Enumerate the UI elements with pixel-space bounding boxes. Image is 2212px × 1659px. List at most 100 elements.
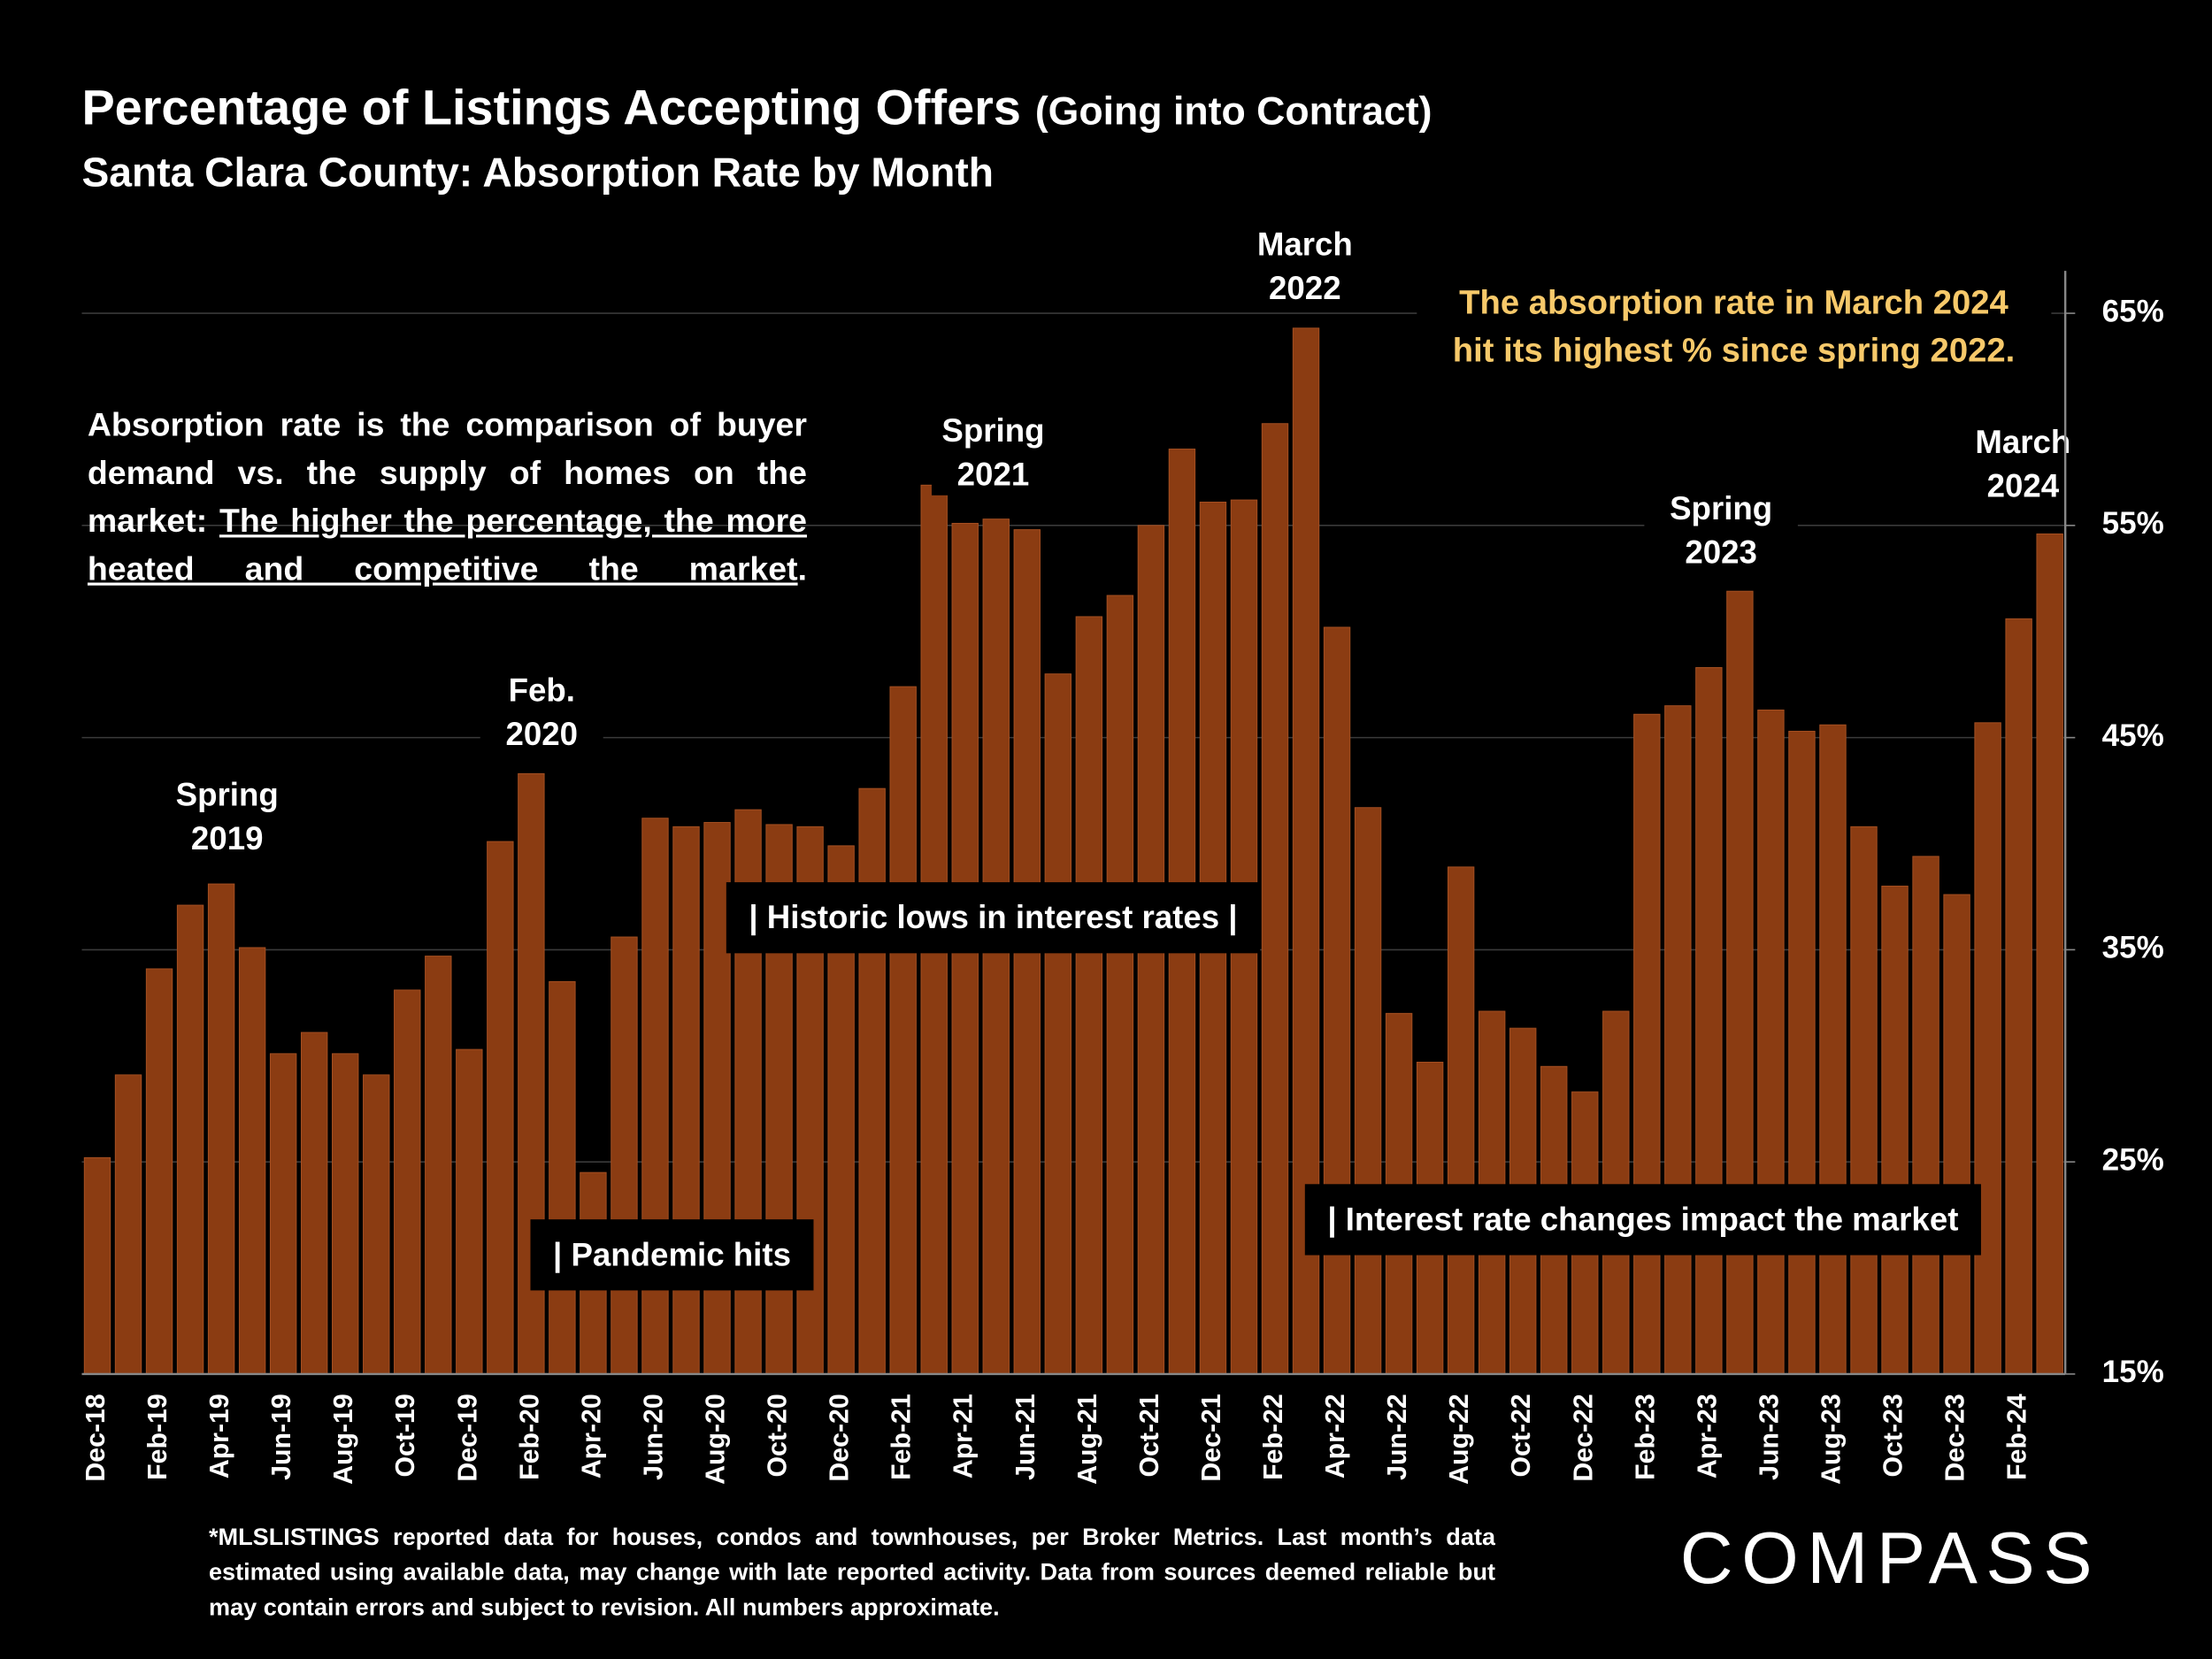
logo: COMPASS bbox=[1680, 1517, 2101, 1599]
bar bbox=[238, 947, 266, 1375]
title-main: Percentage of Listings Accepting Offers bbox=[81, 79, 1020, 134]
y-tick-label: 65% bbox=[2102, 294, 2164, 328]
bar bbox=[114, 1074, 142, 1375]
x-tick-label: Oct-23 bbox=[1879, 1394, 1909, 1477]
bar bbox=[487, 841, 514, 1375]
bar bbox=[1912, 856, 1939, 1375]
x-tick-label: Apr-22 bbox=[1321, 1394, 1350, 1479]
bar bbox=[2005, 618, 2032, 1375]
x-tick-label: Oct-22 bbox=[1507, 1394, 1536, 1477]
period-label: 2022 bbox=[1269, 270, 1341, 306]
bar bbox=[207, 883, 235, 1375]
period-label: Spring bbox=[1670, 490, 1772, 526]
callout-backing bbox=[726, 882, 1261, 954]
x-tick-label: Oct-19 bbox=[391, 1394, 420, 1477]
bar bbox=[145, 968, 173, 1375]
bar bbox=[1106, 595, 1134, 1375]
bar bbox=[1633, 713, 1661, 1375]
bar bbox=[672, 826, 700, 1375]
bar bbox=[176, 904, 204, 1375]
callout: | Interest rate changes impact the marke… bbox=[1327, 1201, 1958, 1238]
period-label-backing bbox=[150, 773, 304, 816]
x-tick-label: Apr-21 bbox=[949, 1394, 979, 1479]
x-tick-label: Aug-23 bbox=[1816, 1394, 1846, 1485]
period-label: March bbox=[1257, 227, 1353, 263]
bar bbox=[1044, 673, 1072, 1375]
period-label-backing bbox=[480, 712, 603, 756]
x-tick-label: Aug-22 bbox=[1445, 1394, 1474, 1485]
bar bbox=[83, 1156, 111, 1375]
x-tick-label: Apr-23 bbox=[1693, 1394, 1722, 1479]
chart-subtitle: Santa Clara County: Absorption Rate by M… bbox=[81, 149, 994, 195]
bar bbox=[1695, 667, 1723, 1375]
bar bbox=[1664, 705, 1692, 1375]
footnote-box: *MLSLISTINGS reported data for houses, c… bbox=[209, 1524, 1495, 1621]
bar bbox=[1943, 894, 1970, 1375]
chart-title: Percentage of Listings Accepting Offers (… bbox=[81, 79, 1432, 134]
bar bbox=[1075, 616, 1103, 1375]
highlight-note-backing bbox=[1417, 278, 2052, 327]
bar bbox=[1850, 826, 1878, 1375]
period-label: 2020 bbox=[505, 716, 578, 752]
period-label-backing bbox=[916, 409, 1071, 452]
period-label: Feb. bbox=[509, 672, 575, 709]
period-label-backing bbox=[1644, 487, 1798, 530]
x-tick-label: Aug-19 bbox=[329, 1394, 358, 1485]
period-label: 2024 bbox=[1987, 467, 2060, 503]
y-tick-label: 55% bbox=[2102, 506, 2164, 541]
period-label: Spring bbox=[176, 777, 279, 813]
definition-end: . bbox=[797, 549, 807, 588]
definition-emphasis: The higher the percentage, the more heat… bbox=[87, 502, 807, 588]
bar bbox=[269, 1053, 297, 1375]
x-tick-label: Jun-23 bbox=[1755, 1394, 1784, 1480]
period-label-backing bbox=[165, 817, 289, 860]
highlight-note: The absorption rate in March 2024 bbox=[1459, 283, 2008, 321]
callout: | Historic lows in interest rates | bbox=[749, 899, 1237, 936]
bar bbox=[1881, 885, 1909, 1375]
x-tick-label: Jun-22 bbox=[1383, 1394, 1412, 1480]
bar bbox=[1261, 423, 1289, 1375]
x-tick-label: Feb-23 bbox=[1631, 1394, 1660, 1480]
x-tick-label: Aug-20 bbox=[702, 1394, 731, 1485]
x-tick-label: Dec-19 bbox=[453, 1394, 482, 1481]
y-tick-label: 35% bbox=[2102, 931, 2164, 965]
x-tick-label: Oct-21 bbox=[1135, 1394, 1164, 1477]
period-label-backing bbox=[1232, 223, 1379, 265]
bar bbox=[1788, 730, 1816, 1375]
highlight-note-backing bbox=[1409, 326, 2058, 376]
period-label: 2019 bbox=[191, 820, 264, 856]
bar bbox=[1323, 626, 1351, 1375]
period-label-backing bbox=[931, 453, 1055, 495]
x-tick-label: Dec-21 bbox=[1197, 1394, 1226, 1481]
period-label-backing bbox=[1949, 420, 2097, 464]
bar bbox=[1819, 724, 1847, 1375]
x-tick-label: Feb-19 bbox=[143, 1394, 173, 1480]
bar bbox=[394, 989, 421, 1375]
period-label: March bbox=[1975, 424, 2070, 460]
bar bbox=[300, 1032, 328, 1375]
bar bbox=[858, 787, 886, 1375]
period-label-backing bbox=[1243, 266, 1367, 310]
x-tick-label: Dec-22 bbox=[1569, 1394, 1598, 1481]
title-suffix: (Going into Contract) bbox=[1035, 89, 1432, 133]
period-label: Spring bbox=[941, 412, 1044, 449]
callout: | Pandemic hits bbox=[553, 1236, 791, 1273]
x-tick-label: Aug-21 bbox=[1073, 1394, 1102, 1485]
bar bbox=[332, 1053, 359, 1375]
callout-backing bbox=[530, 1219, 814, 1291]
period-label-backing bbox=[482, 669, 601, 711]
x-tick-label: Feb-21 bbox=[887, 1394, 917, 1480]
x-tick-label: Oct-20 bbox=[764, 1394, 793, 1477]
x-tick-label: Jun-21 bbox=[1011, 1394, 1041, 1480]
x-tick-label: Apr-19 bbox=[205, 1394, 234, 1479]
y-tick-label: 45% bbox=[2102, 718, 2164, 753]
period-label: 2023 bbox=[1685, 534, 1757, 570]
bar bbox=[611, 936, 638, 1375]
y-tick-label: 15% bbox=[2102, 1355, 2164, 1389]
x-tick-label: Feb-20 bbox=[515, 1394, 544, 1480]
annotations: Spring 2019 Feb. 2020 Spring 2021 March 2022 Spr… bbox=[150, 223, 2097, 1291]
definition: Absorption rate is the comparison of buy… bbox=[88, 401, 807, 593]
x-tick-label: Apr-20 bbox=[577, 1394, 606, 1479]
definition-text: Absorption rate is the comparison of buy… bbox=[87, 406, 807, 540]
